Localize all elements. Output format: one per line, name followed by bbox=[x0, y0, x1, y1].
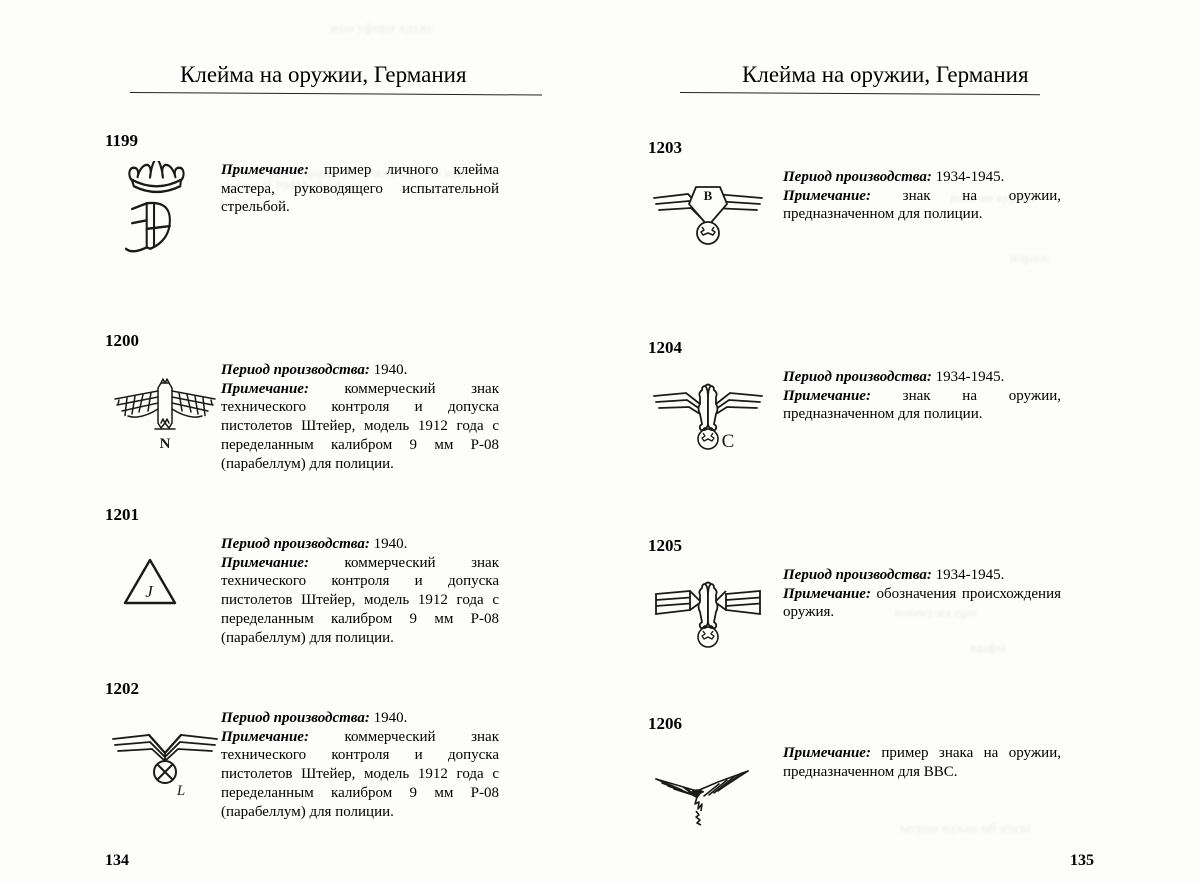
svg-text:B: B bbox=[704, 188, 713, 203]
svg-text:C: C bbox=[722, 431, 735, 452]
svg-text:L: L bbox=[176, 783, 185, 799]
svg-text:N: N bbox=[160, 436, 171, 452]
svg-text:J: J bbox=[145, 582, 154, 601]
